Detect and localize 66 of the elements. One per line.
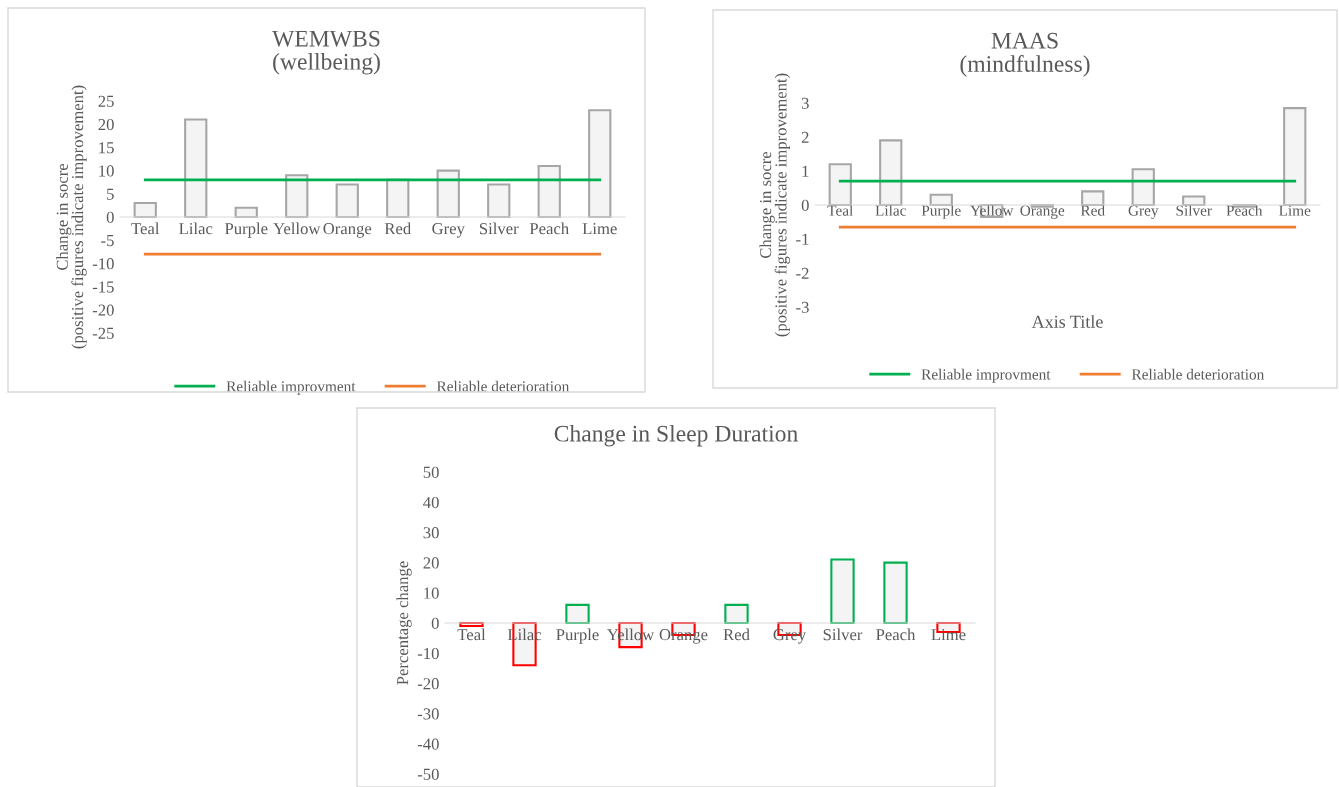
x-tick-label: Red — [723, 628, 750, 641]
x-tick-label: Grey — [1128, 205, 1159, 219]
y-tick-label: 2 — [801, 131, 809, 143]
y-axis-title: Percentage change — [396, 561, 412, 685]
x-tick-label: Lime — [582, 223, 617, 235]
y-tick-label: -1 — [796, 233, 809, 245]
y-tick-label: 10 — [99, 165, 114, 177]
y-tick-label: -20 — [417, 678, 439, 690]
x-tick-label: Lilac — [875, 205, 906, 216]
legend-label: Reliable improvment — [226, 380, 356, 395]
y-tick-label: -3 — [796, 301, 809, 313]
y-tick-label: 10 — [424, 587, 439, 599]
x-axis-title: Axis Title — [1031, 315, 1103, 328]
y-tick-label: -30 — [417, 708, 439, 720]
y-tick-label: -10 — [417, 647, 439, 660]
x-tick-label: Teal — [827, 205, 853, 216]
x-tick-label: Lilac — [179, 222, 213, 235]
legend-label: Reliable deterioration — [1131, 368, 1265, 380]
y-tick-label: -20 — [92, 304, 114, 316]
x-tick-label: Yellow — [273, 222, 321, 235]
x-tick-label: Silver — [479, 222, 519, 235]
x-tick-label: Silver — [823, 628, 863, 641]
y-tick-label: -2 — [796, 267, 809, 279]
y-tick-label: 30 — [423, 527, 439, 539]
y-axis-title: Change in socre (positive figures indicate improvement) — [56, 85, 87, 349]
y-tick-label: -5 — [101, 235, 114, 247]
y-tick-label: 0 — [431, 617, 439, 629]
y-tick-label: 25 — [98, 95, 114, 107]
x-tick-label: Purple — [556, 628, 599, 644]
y-tick-label: 3 — [801, 97, 809, 109]
x-tick-label: Grey — [432, 223, 465, 238]
x-tick-label: Orange — [1020, 205, 1065, 219]
legend-label: Reliable improvment — [921, 368, 1051, 383]
y-tick-label: 20 — [98, 118, 114, 131]
y-tick-label: -40 — [417, 738, 439, 750]
x-tick-label: Red — [1080, 205, 1105, 216]
x-tick-label: Purple — [921, 205, 961, 219]
y-axis-title: Change in socre (positive figures indicate improvement) — [759, 73, 791, 337]
y-tick-label: 0 — [106, 211, 114, 223]
chart-title: WEMWBS (wellbeing) — [272, 30, 380, 75]
y-tick-label: -50 — [417, 768, 439, 780]
y-tick-label: -10 — [92, 258, 114, 270]
chart-title: MAAS (mindfulness) — [960, 32, 1090, 77]
y-tick-label: 1 — [802, 165, 809, 177]
x-tick-label: Peach — [529, 222, 569, 235]
y-tick-label: 5 — [107, 188, 114, 200]
y-tick-label: -25 — [92, 327, 114, 339]
x-tick-label: Peach — [1226, 205, 1263, 216]
legend-label: Reliable deterioration — [436, 380, 570, 392]
y-tick-label: 40 — [423, 496, 439, 509]
y-tick-label: -15 — [92, 281, 114, 293]
x-tick-label: Orange — [323, 223, 372, 238]
x-tick-label: Purple — [224, 222, 268, 238]
x-tick-label: Orange — [659, 629, 708, 644]
x-tick-label: Teal — [457, 628, 486, 641]
x-tick-label: Red — [384, 222, 411, 235]
y-tick-label: 15 — [99, 142, 114, 154]
y-tick-label: 50 — [423, 466, 439, 478]
x-tick-label: Silver — [1176, 205, 1212, 216]
y-tick-label: 0 — [801, 199, 809, 211]
x-tick-label: Teal — [131, 222, 160, 235]
x-tick-label: Peach — [876, 628, 916, 641]
y-tick-label: 20 — [423, 557, 439, 569]
x-tick-label: Yellow — [970, 205, 1014, 216]
chart-title: Change in Sleep Duration — [554, 425, 798, 447]
x-tick-label: Lime — [1279, 205, 1311, 216]
